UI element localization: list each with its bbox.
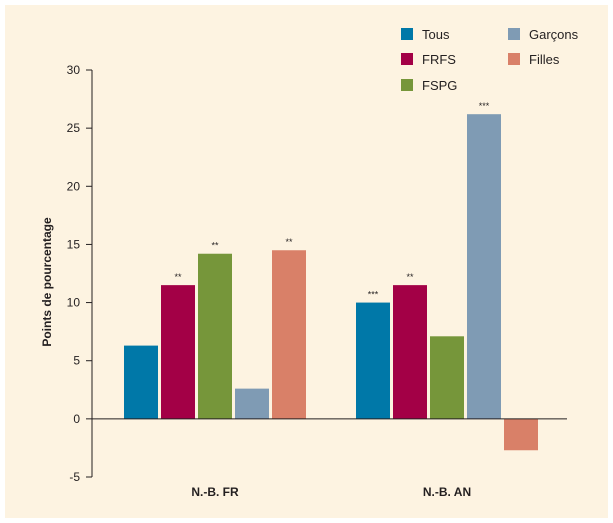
bar-fspg-1 <box>198 253 232 419</box>
y-tick-label: 30 <box>67 63 81 77</box>
bar-frfs-1 <box>161 285 195 419</box>
y-tick-label: 25 <box>67 121 81 135</box>
significance-label: ** <box>211 241 219 251</box>
legend: Tous FRFS FSPG Garçons Filles <box>401 27 579 93</box>
y-axis-title: Points de pourcentage <box>40 217 54 347</box>
legend-label: FRFS <box>422 52 456 67</box>
bar-filles-1 <box>272 250 306 419</box>
legend-swatch <box>401 79 413 91</box>
y-tick-label: 10 <box>67 296 81 310</box>
legend-label: Filles <box>529 52 560 67</box>
significance-label: ** <box>285 237 293 247</box>
category-label: N.-B. FR <box>191 485 239 499</box>
legend-swatch <box>508 53 520 65</box>
bar-fspg-2 <box>430 336 464 419</box>
legend-swatch <box>401 53 413 65</box>
significance-label: ** <box>406 272 414 282</box>
legend-swatch <box>508 28 520 40</box>
legend-label: Garçons <box>529 27 579 42</box>
y-tick-label: 5 <box>73 354 80 368</box>
legend-label: Tous <box>422 27 450 42</box>
bar-tous-2 <box>356 302 390 419</box>
y-tick-label: 0 <box>73 412 80 426</box>
significance-label: ** <box>174 272 182 282</box>
y-tick-label: 20 <box>67 179 81 193</box>
category-label: N.-B. AN <box>423 485 471 499</box>
y-tick-label: -5 <box>69 470 80 484</box>
legend-swatch <box>401 28 413 40</box>
bar-filles-2 <box>504 418 538 451</box>
x-axis: N.-B. FR N.-B. AN <box>92 418 567 499</box>
bar-chart: Tous FRFS FSPG Garçons Filles -5 0 5 10 15 20 25 30… <box>40 27 579 499</box>
bar-tous-1 <box>124 345 158 419</box>
y-axis: -5 0 5 10 15 20 25 30 <box>67 63 93 484</box>
bars: **** ********** <box>124 101 538 451</box>
legend-label: FSPG <box>422 78 457 93</box>
bar-garons-1 <box>235 388 269 419</box>
significance-label: *** <box>479 101 490 111</box>
significance-label: *** <box>368 290 379 300</box>
chart-panel: Tous FRFS FSPG Garçons Filles -5 0 5 10 15 20 25 30… <box>5 5 608 518</box>
y-tick-label: 15 <box>67 237 81 251</box>
bar-frfs-2 <box>393 285 427 419</box>
bar-garons-2 <box>467 114 501 419</box>
